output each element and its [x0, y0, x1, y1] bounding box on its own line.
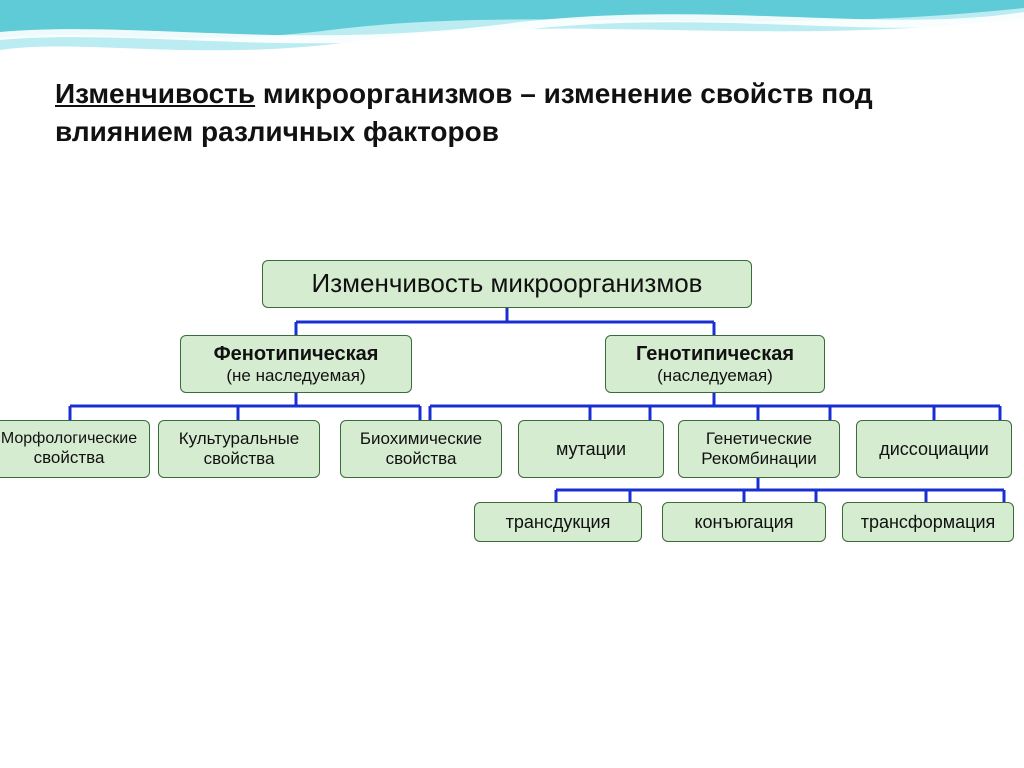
- node-transduct: трансдукция: [474, 502, 642, 542]
- node-mut-label: мутации: [556, 439, 626, 460]
- node-conjug-label: конъюгация: [694, 512, 793, 533]
- node-geno-label: Генотипическая: [636, 343, 794, 366]
- node-transform: трансформация: [842, 502, 1014, 542]
- node-transform-label: трансформация: [861, 512, 996, 533]
- node-pheno: Фенотипическая(не наследуемая): [180, 335, 412, 393]
- node-morph-label: Морфологические: [1, 430, 137, 448]
- node-genrec-label: Генетические: [706, 429, 812, 449]
- node-cult: Культуральныесвойства: [158, 420, 320, 478]
- node-cult-label: Культуральные: [179, 429, 300, 449]
- node-genrec-sublabel: Рекомбинации: [701, 449, 816, 469]
- node-genrec: ГенетическиеРекомбинации: [678, 420, 840, 478]
- slide-title: Изменчивость микроорганизмов – изменение…: [55, 75, 969, 151]
- node-geno-sublabel: (наследуемая): [657, 366, 773, 386]
- node-pheno-sublabel: (не наследуемая): [226, 366, 365, 386]
- node-transduct-label: трансдукция: [506, 512, 611, 533]
- node-cult-sublabel: свойства: [204, 449, 275, 469]
- node-root: Изменчивость микроорганизмов: [262, 260, 752, 308]
- node-geno: Генотипическая(наследуемая): [605, 335, 825, 393]
- node-biochem-sublabel: свойства: [386, 449, 457, 469]
- node-dissoc: диссоциации: [856, 420, 1012, 478]
- title-underlined: Изменчивость: [55, 78, 255, 109]
- node-morph-sublabel: свойства: [34, 448, 105, 468]
- node-morph: Морфологическиесвойства: [0, 420, 150, 478]
- node-pheno-label: Фенотипическая: [214, 343, 379, 366]
- node-conjug: конъюгация: [662, 502, 826, 542]
- node-root-label: Изменчивость микроорганизмов: [312, 269, 703, 299]
- node-biochem: Биохимическиесвойства: [340, 420, 502, 478]
- node-dissoc-label: диссоциации: [879, 439, 989, 460]
- node-biochem-label: Биохимические: [360, 429, 482, 449]
- node-mut: мутации: [518, 420, 664, 478]
